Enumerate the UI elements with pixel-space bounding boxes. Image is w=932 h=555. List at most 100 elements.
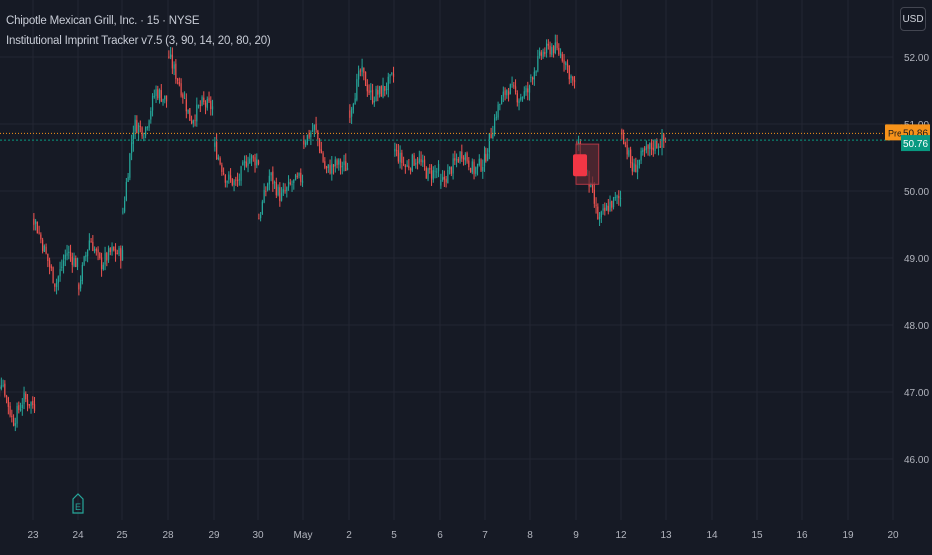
candle	[110, 247, 111, 255]
candle	[468, 157, 469, 170]
candle	[475, 166, 476, 176]
candle	[410, 167, 411, 174]
candle	[438, 160, 439, 177]
last-price: 50.76	[903, 139, 928, 150]
candle	[611, 201, 612, 212]
candle	[355, 93, 356, 105]
candle	[310, 130, 311, 145]
candle	[479, 154, 480, 166]
candle	[497, 102, 498, 120]
candle	[349, 104, 350, 123]
candle	[599, 212, 600, 226]
candle	[398, 144, 399, 164]
candle	[489, 133, 490, 159]
x-tick-label: 5	[391, 530, 397, 541]
candle	[384, 86, 385, 96]
candle	[360, 68, 361, 76]
candle	[555, 35, 556, 55]
candle	[321, 142, 322, 154]
candle	[27, 394, 28, 411]
candle	[37, 221, 38, 233]
x-tick-label: 2	[346, 530, 352, 541]
candle	[492, 126, 493, 139]
x-tick-label: 15	[751, 530, 763, 541]
candle	[290, 179, 291, 186]
candle	[363, 67, 364, 80]
candle	[87, 249, 88, 262]
candle	[207, 96, 208, 110]
candle	[82, 262, 83, 284]
candle	[20, 403, 21, 412]
candle	[246, 155, 247, 168]
candle	[117, 250, 118, 255]
x-tick-label: 30	[252, 530, 264, 541]
candle	[388, 73, 389, 97]
indicator-title[interactable]: Institutional Imprint Tracker v7.5 (3, 9…	[6, 31, 271, 51]
candle	[63, 254, 64, 273]
candle	[412, 154, 413, 172]
candle	[333, 164, 334, 175]
candle	[642, 148, 643, 156]
candle	[61, 260, 62, 272]
candle	[84, 256, 85, 266]
candle	[572, 76, 573, 86]
candle	[90, 238, 91, 243]
candle	[532, 76, 533, 84]
candle	[440, 174, 441, 189]
candle	[546, 39, 547, 57]
candle	[256, 153, 257, 168]
candle	[216, 134, 217, 160]
candle	[413, 153, 414, 166]
candle	[45, 244, 46, 255]
candle	[567, 59, 568, 73]
candle	[444, 171, 445, 187]
candle	[186, 93, 187, 118]
currency-button[interactable]: USD	[900, 7, 926, 31]
candle	[358, 66, 359, 87]
candle	[511, 77, 512, 88]
candle	[249, 153, 250, 164]
candle	[106, 252, 107, 266]
candle	[97, 246, 98, 260]
candle	[431, 164, 432, 186]
candle	[510, 84, 511, 95]
candle	[218, 155, 219, 161]
candle	[553, 45, 554, 58]
candle	[258, 160, 259, 166]
candle	[92, 235, 93, 251]
candle	[113, 246, 114, 251]
candle	[16, 403, 17, 428]
candle	[35, 219, 36, 231]
candle	[646, 141, 647, 154]
candle	[68, 246, 69, 260]
candle	[96, 247, 97, 255]
candle	[403, 157, 404, 166]
candle	[367, 79, 368, 97]
x-tick-label: 9	[573, 530, 579, 541]
candle	[520, 94, 521, 102]
candle	[33, 213, 34, 230]
x-tick-label: 16	[796, 530, 808, 541]
candle	[9, 402, 10, 417]
candle	[230, 168, 231, 183]
candle	[270, 172, 271, 181]
symbol-title[interactable]: Chipotle Mexican Grill, Inc. · 15 · NYSE	[6, 11, 271, 31]
candle	[372, 84, 373, 105]
candle	[518, 98, 519, 110]
candle	[381, 85, 382, 97]
candle	[347, 163, 348, 171]
candle	[32, 396, 33, 408]
candle	[277, 184, 278, 196]
candle	[138, 123, 139, 141]
candle	[65, 250, 66, 267]
candle	[44, 244, 45, 252]
chart-legend: Chipotle Mexican Grill, Inc. · 15 · NYSE…	[6, 11, 271, 51]
candle	[228, 171, 229, 184]
candle	[361, 59, 362, 77]
candle	[56, 279, 57, 295]
x-tick-label: 8	[527, 530, 533, 541]
